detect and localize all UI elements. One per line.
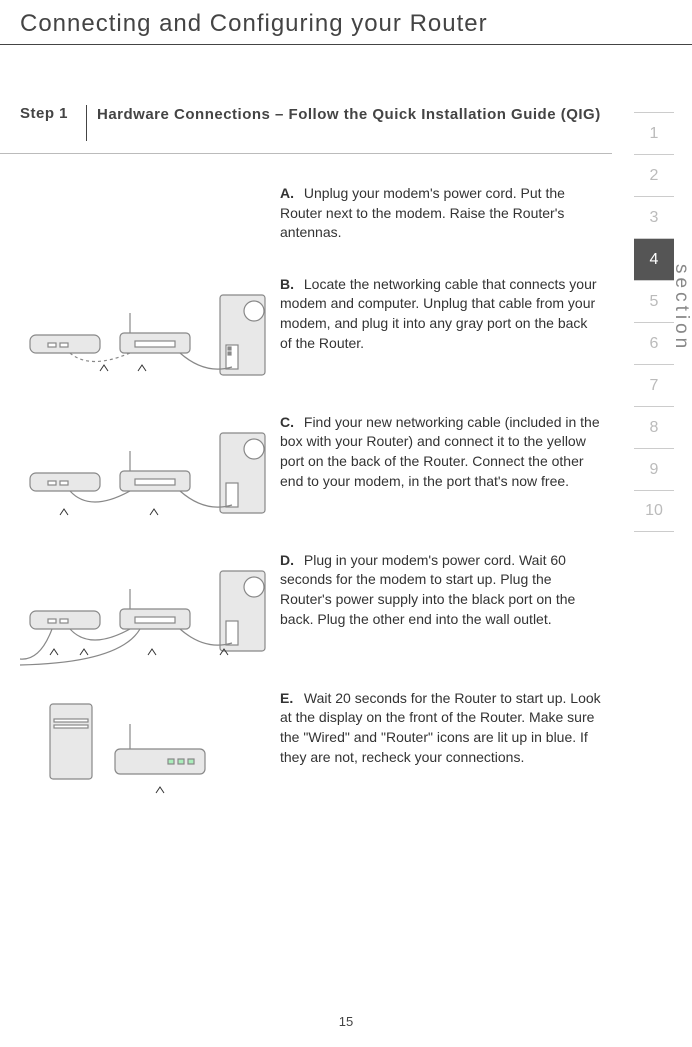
instruction-row-e: E. Wait 20 seconds for the Router to sta… [20,689,602,809]
section-nav: 1 2 3 4 5 6 7 8 9 10 [634,112,674,532]
instruction-b-text: Locate the networking cable that connect… [280,276,597,351]
instruction-row-b: B. Locate the networking cable that conn… [20,275,602,395]
instruction-a: A. Unplug your modem's power cord. Put t… [280,184,602,243]
section-nav-3[interactable]: 3 [634,196,674,238]
instruction-b: B. Locate the networking cable that conn… [280,275,602,353]
section-nav-7[interactable]: 7 [634,364,674,406]
title-rule [0,44,692,45]
section-nav-6[interactable]: 6 [634,322,674,364]
instruction-e-text: Wait 20 seconds for the Router to start … [280,690,601,765]
instruction-e: E. Wait 20 seconds for the Router to sta… [280,689,602,767]
section-nav-5[interactable]: 5 [634,280,674,322]
instruction-c: C. Find your new networking cable (inclu… [280,413,602,491]
section-nav-4[interactable]: 4 [634,238,674,280]
section-nav-9[interactable]: 9 [634,448,674,490]
instruction-row-c: C. Find your new networking cable (inclu… [20,413,602,533]
instruction-row-d: D. Plug in your modem's power cord. Wait… [20,551,602,671]
instruction-e-letter: E. [280,689,300,709]
section-nav-8[interactable]: 8 [634,406,674,448]
section-label: section [670,264,692,352]
instruction-c-letter: C. [280,413,300,433]
instruction-b-letter: B. [280,275,300,295]
step-label: Step 1 [20,105,86,141]
page-number: 15 [0,1014,692,1029]
diagram-b [20,275,280,395]
step-rule [0,153,612,154]
instruction-a-text: Unplug your modem's power cord. Put the … [280,185,565,240]
content: A. Unplug your modem's power cord. Put t… [0,184,692,809]
diagram-e [20,689,280,809]
page-title: Connecting and Configuring your Router [0,0,692,44]
instruction-d-letter: D. [280,551,300,571]
section-nav-1[interactable]: 1 [634,112,674,154]
step-separator [86,105,87,141]
instruction-c-text: Find your new networking cable (included… [280,414,600,489]
step-title: Hardware Connections – Follow the Quick … [97,105,601,141]
step-header: Step 1 Hardware Connections – Follow the… [0,105,692,141]
instruction-d: D. Plug in your modem's power cord. Wait… [280,551,602,629]
instruction-a-letter: A. [280,184,300,204]
instruction-d-text: Plug in your modem's power cord. Wait 60… [280,552,575,627]
diagram-d [20,551,280,671]
diagram-c [20,413,280,533]
section-nav-2[interactable]: 2 [634,154,674,196]
section-nav-10[interactable]: 10 [634,490,674,532]
